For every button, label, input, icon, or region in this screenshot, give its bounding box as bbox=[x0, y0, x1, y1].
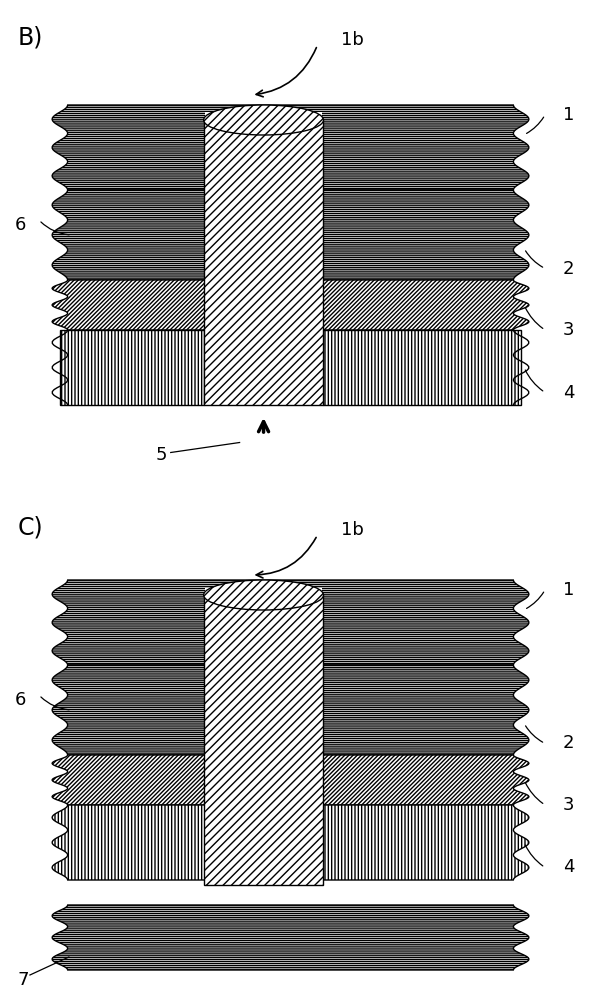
Polygon shape bbox=[52, 580, 529, 665]
Text: B): B) bbox=[18, 25, 43, 49]
Text: 1b: 1b bbox=[341, 31, 364, 49]
Text: 3: 3 bbox=[563, 796, 574, 814]
Text: C): C) bbox=[18, 515, 44, 539]
Ellipse shape bbox=[204, 580, 323, 610]
Bar bbox=[204, 120, 323, 405]
Bar bbox=[60, 330, 204, 405]
Text: 7: 7 bbox=[18, 971, 29, 989]
Text: 1b: 1b bbox=[341, 521, 364, 539]
Bar bbox=[205, 112, 322, 123]
Text: 5: 5 bbox=[156, 446, 167, 464]
Text: 1: 1 bbox=[563, 581, 574, 599]
Bar bbox=[205, 587, 322, 598]
Polygon shape bbox=[52, 905, 529, 970]
Bar bbox=[323, 330, 521, 405]
Text: 6: 6 bbox=[15, 691, 26, 709]
Text: 4: 4 bbox=[563, 858, 574, 876]
Polygon shape bbox=[52, 665, 529, 755]
Polygon shape bbox=[52, 280, 529, 330]
Text: 3: 3 bbox=[563, 321, 574, 339]
Ellipse shape bbox=[204, 105, 323, 135]
Polygon shape bbox=[52, 755, 529, 805]
Text: 6: 6 bbox=[15, 216, 26, 234]
Text: 1: 1 bbox=[563, 106, 574, 124]
Text: 2: 2 bbox=[563, 259, 574, 277]
Text: 4: 4 bbox=[563, 383, 574, 401]
Text: 2: 2 bbox=[563, 734, 574, 753]
Polygon shape bbox=[52, 105, 529, 190]
Polygon shape bbox=[52, 190, 529, 280]
Polygon shape bbox=[52, 805, 529, 880]
Bar bbox=[204, 595, 323, 885]
